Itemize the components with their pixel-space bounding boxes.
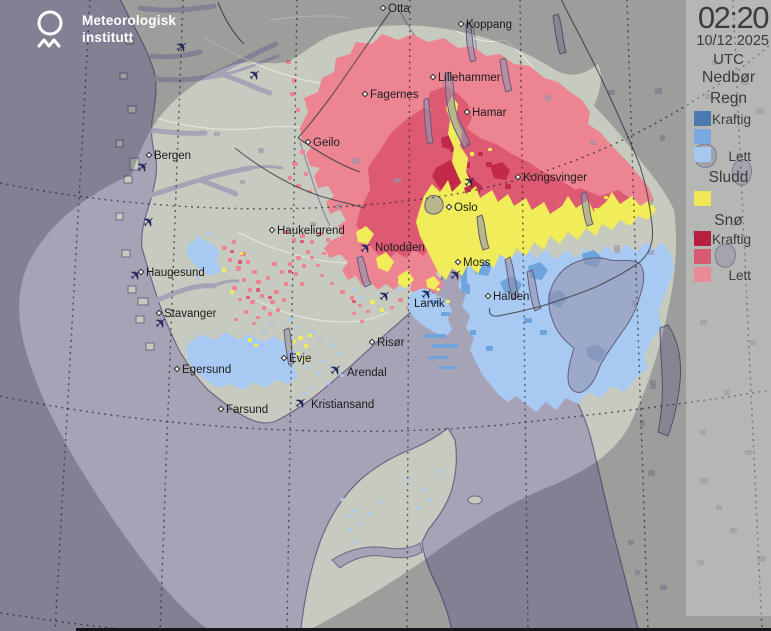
city-marker xyxy=(361,90,369,98)
sleet-specks xyxy=(222,148,620,361)
city-label: Kristiansand xyxy=(311,399,374,411)
city-label: Stavanger xyxy=(164,308,217,320)
product-label: Nedbør xyxy=(701,69,756,86)
legend-swatch-snow-heavy xyxy=(694,231,711,246)
city-marker xyxy=(145,151,153,159)
city-label: Haukeligrend xyxy=(277,225,345,237)
rain-mid-specks xyxy=(424,266,547,369)
precip-sleet xyxy=(356,96,656,290)
city-label: Fagernes xyxy=(370,89,419,101)
legend-snow-heavy-label: Kraftig xyxy=(711,232,751,247)
time-label: 02:20 xyxy=(697,0,770,35)
city-label: Kongsvinger xyxy=(523,172,587,184)
city-marker xyxy=(173,365,181,373)
city-label: Otta xyxy=(388,3,410,15)
legend-snow-title: Snø xyxy=(714,212,743,229)
coastal-islands xyxy=(115,37,483,505)
legend-swatch-snow-mid xyxy=(694,249,711,264)
snow-mid-specks xyxy=(230,240,356,303)
legend-swatch-rain-mid xyxy=(694,129,711,144)
city-marker xyxy=(379,4,387,12)
city-marker xyxy=(217,405,225,413)
city-label: Hamar xyxy=(472,107,507,119)
city-marker xyxy=(268,226,276,234)
city-label: Notodden xyxy=(375,242,425,254)
legend-swatch-sleet xyxy=(694,191,711,206)
precip-rain-light xyxy=(186,238,674,412)
city-marker xyxy=(137,268,145,276)
city-label: Larvik xyxy=(414,298,445,310)
city-label: Bergen xyxy=(154,150,191,162)
limfjord-water xyxy=(331,542,423,569)
city-label: Egersund xyxy=(182,364,231,376)
city-label: Farsund xyxy=(226,404,268,416)
met-institute-logo: Meteorologisk institutt xyxy=(28,8,176,52)
graticule-meridians xyxy=(54,0,763,631)
city-marker xyxy=(454,258,462,266)
city-marker xyxy=(368,338,376,346)
timezone-label: UTC xyxy=(713,51,744,68)
city-marker xyxy=(445,203,453,211)
legend-panel: 02:20 10/12 2025 UTC Nedbør Regn Kraftig… xyxy=(686,0,771,616)
small-lakes xyxy=(214,60,766,590)
legend-snow-light-label: Lett xyxy=(728,268,751,283)
city-marker xyxy=(280,354,288,362)
city-label: Halden xyxy=(493,291,529,303)
country-borders-dark xyxy=(217,0,654,317)
legend-swatch-rain-heavy xyxy=(694,111,711,126)
legend-rain-heavy-label: Kraftig xyxy=(711,112,751,127)
city-marker xyxy=(514,173,522,181)
city-label: Haugesund xyxy=(146,267,205,279)
city-marker xyxy=(155,309,163,317)
legend-swatch-rain-light xyxy=(694,147,711,162)
city-label: Evje xyxy=(289,353,311,365)
city-marker xyxy=(457,20,465,28)
met-logo-text: Meteorologisk institutt xyxy=(82,13,176,47)
rain-light-specks xyxy=(186,232,440,543)
lakes xyxy=(283,13,752,437)
logo-line-1: Meteorologisk xyxy=(82,13,177,29)
city-marker xyxy=(304,138,312,146)
logo-line-2: institutt xyxy=(82,30,134,45)
legend-sleet-title: Sludd xyxy=(708,169,749,186)
city-marker xyxy=(463,108,471,116)
city-labels: Otta Koppang Lillehammer Fagernes Hamar Geilo… xyxy=(137,3,587,416)
legend-swatch-snow-light xyxy=(694,267,711,282)
city-label: Lillehammer xyxy=(438,72,501,84)
legend-rain-light-label: Lett xyxy=(728,149,751,164)
city-marker xyxy=(484,292,492,300)
date-label: 10/12 2025 xyxy=(696,33,769,49)
city-label: Oslo xyxy=(454,202,478,214)
graticule-parallels xyxy=(0,43,771,631)
snow-light-specks xyxy=(222,60,410,325)
fjord-branches xyxy=(212,54,284,288)
met-logo-icon xyxy=(37,10,63,48)
land-denmark xyxy=(299,427,457,631)
city-label: Geilo xyxy=(313,137,340,149)
bottom-bar xyxy=(76,628,771,631)
airplane-icon: ✈ xyxy=(125,264,146,286)
city-label: Koppang xyxy=(466,19,512,31)
legend-rain-title: Regn xyxy=(709,90,748,107)
city-marker xyxy=(429,73,437,81)
city-label: Arendal xyxy=(347,367,387,379)
city-label: Risør xyxy=(377,337,405,349)
city-label: Moss xyxy=(463,257,491,269)
